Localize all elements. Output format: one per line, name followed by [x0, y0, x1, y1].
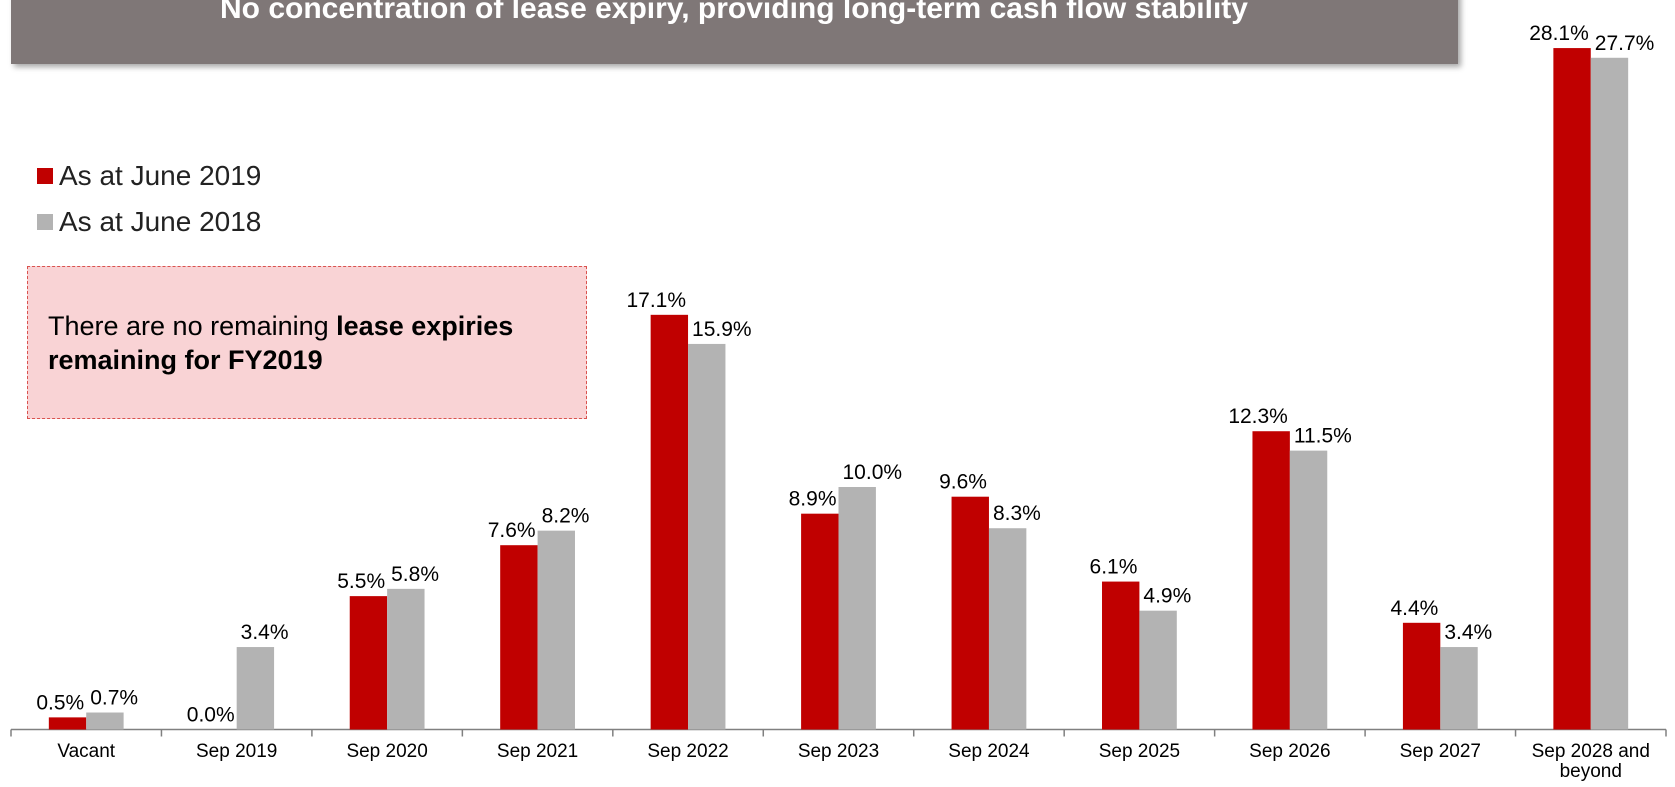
x-tick-label: Sep 2020 — [346, 741, 428, 762]
value-label: 6.1% — [1090, 556, 1138, 579]
value-label: 0.7% — [90, 687, 138, 710]
chart-title: No concentration of lease expiry, provid… — [220, 0, 1248, 25]
value-label: 5.5% — [337, 570, 385, 593]
value-label: 8.3% — [993, 502, 1041, 525]
x-tick-label: Sep 2022 — [647, 741, 729, 762]
value-label: 8.2% — [542, 505, 590, 528]
bar — [349, 596, 388, 730]
bar — [1553, 48, 1591, 730]
bar — [951, 496, 989, 730]
x-tick-label: Sep 2026 — [1249, 741, 1331, 762]
value-label: 0.0% — [187, 704, 235, 727]
legend-label: As at June 2018 — [59, 206, 262, 237]
annotation: There are no remaining lease expiries re… — [27, 266, 587, 419]
x-tick-label: Vacant — [57, 741, 116, 762]
value-label: 4.9% — [1143, 585, 1191, 608]
bar — [86, 712, 124, 730]
value-label: 11.5% — [1294, 425, 1352, 448]
legend-swatch — [37, 168, 53, 184]
bar — [48, 717, 87, 730]
legend-label: As at June 2019 — [59, 160, 262, 191]
bar — [1402, 622, 1441, 730]
value-label: 27.7% — [1595, 32, 1655, 55]
legend-item: As at June 2018 — [37, 206, 261, 238]
x-tick-label: Sep 2025 — [1098, 741, 1181, 762]
bar — [838, 487, 876, 730]
x-tick-label: Sep 2027 — [1399, 741, 1481, 762]
x-tick-label: Sep 2024 — [948, 741, 1030, 762]
bar — [650, 314, 689, 730]
value-label: 7.6% — [488, 519, 536, 542]
value-label: 4.4% — [1390, 597, 1438, 620]
value-label: 12.3% — [1228, 405, 1288, 428]
bar — [387, 588, 425, 730]
x-tick-label: Sep 2021 — [496, 741, 579, 762]
value-label: 3.4% — [241, 621, 289, 644]
annotation-bold: lease expiries remaining for FY2019 — [48, 311, 514, 375]
bar — [1590, 57, 1629, 730]
value-label: 8.9% — [789, 488, 837, 511]
bar — [1102, 581, 1140, 730]
bar — [236, 647, 275, 730]
bar — [688, 343, 726, 730]
bar — [1289, 450, 1328, 730]
x-tick-label: Sep 2019 — [195, 741, 278, 762]
bar — [537, 530, 575, 730]
bar — [1440, 647, 1478, 730]
bar — [500, 545, 538, 730]
x-tick-label: Sep 2023 — [797, 741, 880, 762]
bar — [1252, 431, 1290, 730]
bar — [988, 528, 1027, 730]
title-bar — [11, 0, 1458, 64]
bar — [1139, 610, 1177, 730]
bar — [801, 513, 839, 730]
value-label: 3.4% — [1444, 621, 1492, 644]
value-label: 0.5% — [36, 691, 84, 714]
value-label: 28.1% — [1529, 22, 1589, 45]
annotation-text: There are no remaining — [48, 311, 337, 341]
legend-swatch — [37, 214, 53, 230]
x-tick-label: Sep 2028 and beyond — [1531, 741, 1650, 782]
legend-item: As at June 2019 — [37, 160, 261, 192]
value-label: 9.6% — [939, 471, 987, 494]
value-label: 5.8% — [391, 563, 439, 586]
value-label: 17.1% — [626, 289, 686, 312]
value-label: 15.9% — [692, 318, 752, 341]
value-label: 10.0% — [843, 461, 903, 484]
